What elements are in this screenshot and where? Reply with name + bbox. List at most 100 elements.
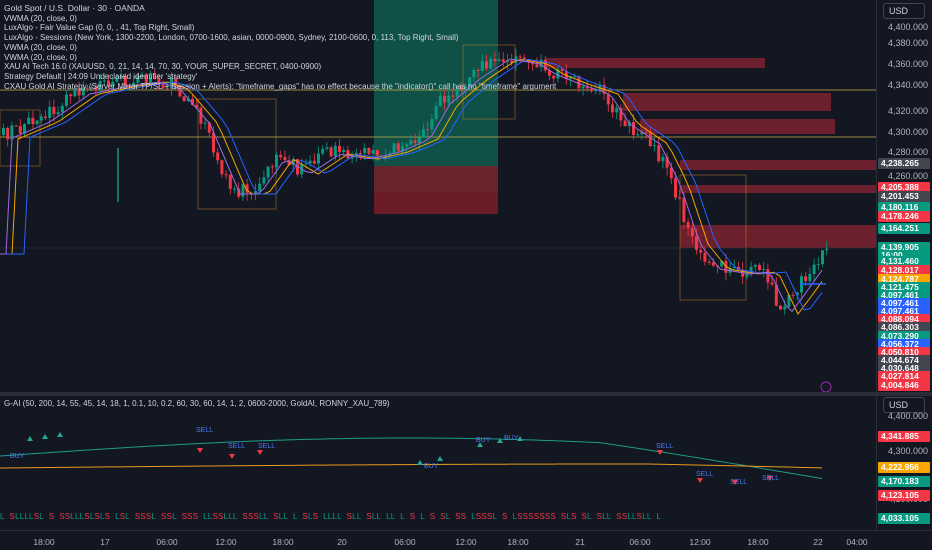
candle xyxy=(749,266,753,274)
legend-line[interactable]: XAU AI Tech 16.0 (XAUUSD, 0, 21, 14, 14,… xyxy=(4,62,322,72)
candle xyxy=(770,282,774,285)
candle xyxy=(409,140,413,145)
indicator-pane[interactable]: SELL SELL SELL BUY BUY BUY BUY SELL SELL SELL SELL xyxy=(0,396,876,530)
legend-line[interactable]: VWMA (20, close, 0) xyxy=(4,42,77,52)
price-chart-canvas[interactable] xyxy=(0,0,876,392)
price-tick: 4,260.000 xyxy=(888,171,929,181)
legend-line[interactable]: VWMA (20, close, 0) xyxy=(4,52,77,62)
signal-label: SELL xyxy=(656,443,673,450)
candle xyxy=(821,250,824,265)
candle xyxy=(191,98,194,106)
candle xyxy=(220,160,224,175)
long-short-row: L SLLLLSL S SSLLLSLSLS LSL SSSL SSL SSS … xyxy=(0,512,662,521)
candle xyxy=(14,125,18,127)
time-label: 12:00 xyxy=(455,537,477,547)
sell-marker xyxy=(732,480,738,485)
candle xyxy=(556,68,560,79)
candle xyxy=(804,276,808,282)
candle xyxy=(640,132,644,135)
candle xyxy=(636,134,640,136)
time-label: 12:00 xyxy=(215,537,237,547)
legend-line[interactable]: VWMA (20, close, 0) xyxy=(4,13,77,23)
price-tag: 4,131.460 xyxy=(878,256,930,267)
symbol-title[interactable]: Gold Spot / U.S. Dollar · 30 · OANDA xyxy=(4,3,145,13)
sub-currency-button[interactable]: USD xyxy=(883,397,925,413)
signal-label: SELL xyxy=(196,427,213,434)
price-tag: 4,088.094 xyxy=(878,314,930,325)
time-label: 18:00 xyxy=(33,537,55,547)
candle xyxy=(44,116,47,118)
candle xyxy=(195,105,199,108)
candle xyxy=(615,107,619,113)
legend-line[interactable]: LuxAlgo - Sessions (New York, 1300-2200,… xyxy=(4,33,459,43)
time-label: 22 xyxy=(813,537,823,547)
candle xyxy=(606,93,610,105)
price-tick: 4,360.000 xyxy=(888,59,929,69)
price-tag: 4,121.475 xyxy=(878,282,930,293)
candle xyxy=(737,266,740,270)
buy-marker xyxy=(437,456,443,461)
ema-line-teal xyxy=(0,437,823,480)
price-tick: 4,340.000 xyxy=(888,80,929,90)
price-tick: 4,300.000 xyxy=(888,127,929,137)
candle xyxy=(140,74,144,77)
candle xyxy=(245,184,249,193)
currency-button[interactable]: USD xyxy=(883,3,925,19)
candle xyxy=(90,87,94,89)
main-price-pane[interactable] xyxy=(0,0,876,392)
candle xyxy=(611,104,614,113)
candle xyxy=(825,248,829,251)
candle xyxy=(371,149,375,154)
candle xyxy=(237,188,241,197)
candle xyxy=(682,197,686,222)
candle xyxy=(367,147,371,154)
candle xyxy=(312,160,316,164)
legend-line[interactable]: Strategy Default | 24:09 Undeclared iden… xyxy=(4,71,198,81)
time-label: 06:00 xyxy=(394,537,416,547)
candle xyxy=(590,88,593,92)
indicator-legend-sub[interactable]: G-AI (50, 200, 14, 55, 45, 14, 18, 1, 0.… xyxy=(4,399,390,408)
signal-label: SELL xyxy=(696,471,713,478)
candle xyxy=(707,261,711,263)
candle xyxy=(27,117,31,125)
candle xyxy=(375,149,379,156)
candle xyxy=(623,120,627,127)
candle xyxy=(455,86,459,97)
candle xyxy=(203,122,207,124)
fvg-box xyxy=(640,119,835,134)
indicator-tag: 4,222.956 xyxy=(878,462,930,473)
candle xyxy=(695,236,698,250)
candle xyxy=(426,129,430,131)
pane-divider[interactable] xyxy=(0,392,932,396)
alert-marker xyxy=(820,381,832,392)
buy-marker xyxy=(517,436,523,441)
candle xyxy=(18,125,22,134)
candle xyxy=(329,147,333,157)
time-label: 18:00 xyxy=(272,537,294,547)
candle xyxy=(657,145,661,162)
candle xyxy=(560,68,564,72)
legend-line[interactable]: CXAU Gold AI Strategy (Server Mirror TP/… xyxy=(4,81,557,91)
sell-marker xyxy=(197,448,203,453)
time-axis[interactable] xyxy=(0,530,932,550)
candle xyxy=(791,294,795,296)
buy-marker xyxy=(497,438,503,443)
candle xyxy=(207,122,211,133)
time-label: 20 xyxy=(337,537,347,547)
legend-line[interactable]: LuxAlgo - Fair Value Gap (0, 0, , 41, To… xyxy=(4,23,195,33)
price-tag: 4,086.303 xyxy=(878,322,930,333)
candle xyxy=(325,147,329,149)
candle xyxy=(438,95,442,107)
candle xyxy=(31,117,35,125)
indicator-canvas[interactable]: SELL SELL SELL BUY BUY BUY BUY SELL SELL SELL SELL xyxy=(0,396,876,530)
candle xyxy=(485,61,488,69)
price-tag: 4,178.246 xyxy=(878,211,930,222)
candle xyxy=(434,106,438,119)
indicator-legend: Gold Spot / U.S. Dollar · 30 · OANDA VWM… xyxy=(4,3,557,91)
candle xyxy=(686,221,690,228)
candle xyxy=(275,154,278,168)
price-tick: 4,380.000 xyxy=(888,38,929,48)
candle xyxy=(690,227,694,237)
candle xyxy=(510,60,514,63)
